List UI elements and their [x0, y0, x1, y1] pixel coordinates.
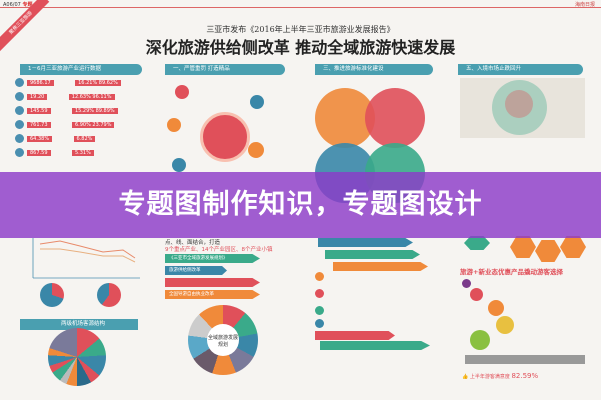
- stat-value: 64.38%: [27, 136, 53, 142]
- stat-percent: 6.90% 23.79%: [71, 122, 115, 128]
- arrow-bar: [333, 262, 428, 271]
- stat-value: 145.59: [27, 108, 51, 114]
- arrow-guide-reform: 全国导游自由执业改革: [165, 290, 260, 299]
- stat-icon: [15, 120, 24, 129]
- section-header-structure: 两级机场客源结构: [20, 319, 138, 330]
- arrow-bar: [318, 238, 413, 247]
- port-icon: [315, 306, 324, 315]
- world-map: [460, 78, 585, 138]
- structure-pie-chart: [48, 328, 106, 386]
- arrow-red: [165, 278, 260, 287]
- airport-icon: [315, 272, 324, 281]
- stat-row: 867.59 5.31%: [15, 148, 145, 162]
- stat-percent: 15.29% 89.89%: [71, 108, 118, 114]
- tourism-plus-tagline: 旅游+新业态优惠产品撬动游客选择: [460, 268, 563, 276]
- section-header-inbound: 五、入境市场止跌回升: [458, 64, 583, 75]
- pie-chart-small: [40, 283, 64, 307]
- hexagon-tile: [535, 240, 561, 262]
- stat-percent: 6.82%: [73, 136, 96, 142]
- stat-icon: [15, 106, 24, 115]
- section-header-regulation: 一、严管重罚 打造精品: [165, 64, 285, 75]
- exhibition-icon: [496, 316, 514, 334]
- hexagon-tile: [464, 236, 490, 250]
- info-bar: [465, 355, 585, 364]
- hexagon-tile: [510, 236, 536, 258]
- cruise-icon: [462, 279, 471, 288]
- arrow-bar: [320, 341, 430, 350]
- arrow-reform: 旅游供给侧改革: [165, 266, 227, 275]
- donut-center-label: 全域旅游发展规划: [207, 324, 239, 356]
- camera-icon: [175, 85, 189, 99]
- map-radius-circle: [492, 80, 547, 135]
- hexagon-tile: [560, 236, 586, 258]
- park-icon: [315, 319, 324, 328]
- satisfaction-value: 82.59%: [511, 372, 539, 380]
- arrow-bar: [325, 250, 420, 259]
- stat-percent: 16.21% 89.62%: [75, 80, 121, 86]
- pie-chart-small: [97, 283, 121, 307]
- stat-row: 9686.17 16.21% 89.62%: [15, 78, 145, 92]
- section-label: 专题: [22, 2, 33, 8]
- stat-value: 867.59: [27, 150, 51, 156]
- stat-percent: 12.63% 96.11%: [68, 94, 115, 100]
- stat-row: 64.38% 6.82%: [15, 134, 145, 148]
- rural-icon: [470, 288, 483, 301]
- center-hub-circle: [200, 112, 250, 162]
- map-radius-circle: [505, 90, 533, 118]
- stat-row: 19.20 12.63% 96.11%: [15, 92, 145, 106]
- section-header-standards: 三、推进旅游标准化建设: [315, 64, 433, 75]
- airport-icon: [315, 289, 324, 298]
- stat-icon: [15, 134, 24, 143]
- stat-icon: [15, 148, 24, 157]
- stat-value: 9686.17: [27, 80, 54, 86]
- stat-row: 761.73 6.90% 23.79%: [15, 120, 145, 134]
- strategy-line: 点、线、面结合，打造: [165, 240, 221, 246]
- brand-logo: 海南日报: [574, 2, 595, 8]
- gear-icon: [250, 95, 264, 109]
- venn-circle-red: [365, 88, 425, 148]
- page-code: A06/07: [3, 2, 21, 8]
- subtitle: 三亚市发布《2016年上半年三亚市旅游业发展报告》: [206, 25, 395, 34]
- overlay-banner-title: 专题图制作知识，专题图设计: [0, 172, 601, 238]
- arrow-plan: 《三亚市全域旅游发展规划》: [165, 254, 260, 263]
- arrow-bar: [315, 331, 395, 340]
- vehicle-icon: [172, 158, 186, 172]
- section-header-operations: 1－6月三亚旅游产业运行数据: [20, 64, 142, 75]
- police-icon: [248, 142, 264, 158]
- stat-percent: 5.31%: [71, 150, 94, 156]
- stat-value: 19.20: [27, 94, 48, 100]
- stat-row: 145.59 15.29% 89.89%: [15, 106, 145, 120]
- satisfaction-text: 上半年游客满意度: [469, 374, 510, 380]
- satisfaction-label: 👍 上半年游客满意度 82.59%: [462, 372, 539, 380]
- stat-value: 761.73: [27, 122, 51, 128]
- stat-icon: [15, 92, 24, 101]
- page-title: 深化旅游供给侧改革 推动全域旅游快速发展: [145, 38, 456, 57]
- stat-icon: [15, 78, 24, 87]
- wedding-icon: [488, 300, 504, 316]
- strategy-numbers: 9个重点产业、14个产业园区、8个产业小镇: [165, 247, 273, 253]
- page-strip: A06/07 专题: [0, 0, 601, 8]
- flight-icon: [470, 330, 490, 350]
- phone-icon: [167, 118, 181, 132]
- line-chart: [32, 238, 140, 279]
